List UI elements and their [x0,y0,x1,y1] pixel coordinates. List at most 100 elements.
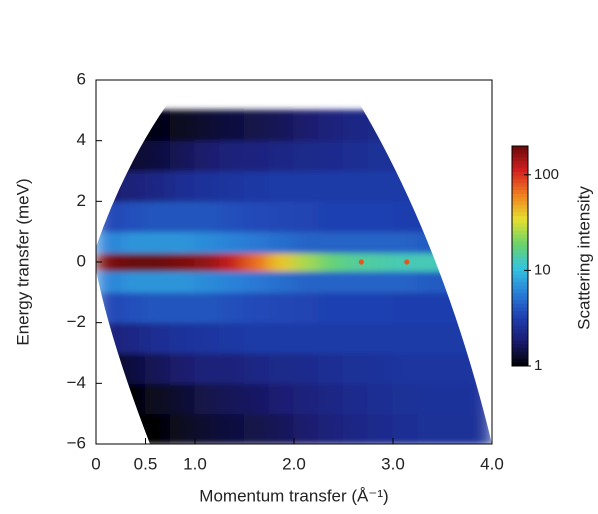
heatmap-cell [120,270,146,293]
colorbar-tick-label: 1 [534,357,542,374]
y-tick-label: 4 [77,130,86,149]
colorbar-tick-label: 100 [534,166,559,183]
heatmap-cell [343,270,369,293]
heatmap-cell [96,140,122,172]
heatmap-cell [417,270,443,293]
heatmap-cell [318,382,344,415]
colorbar-step [512,153,528,158]
heatmap-cell [120,231,146,254]
colorbar-step [512,182,528,187]
heatmap-cell [96,200,122,233]
peak [358,259,364,265]
colorbar-step [512,303,528,308]
heatmap-cell [417,200,443,233]
colorbar-step [512,288,528,293]
heatmap-cell [367,252,394,272]
heatmap-cell [120,352,146,384]
heatmap-cell [343,200,369,233]
heatmap-cell [96,170,122,202]
heatmap-cell [392,413,419,444]
heatmap-cell [318,352,344,384]
heatmap-cell [343,413,369,444]
colorbar-step [512,325,528,330]
heatmap-cell [392,170,419,202]
colorbar-step [512,226,528,231]
heatmap-cell [120,200,146,233]
heatmap-cell [268,291,295,324]
heatmap-cell [244,231,270,254]
heatmap-cell [219,170,245,202]
colorbar-step [512,358,528,363]
colorbar-step [512,299,528,304]
heatmap-cell [244,200,270,233]
heatmap-cell [392,291,419,324]
heatmap-cell [293,231,320,254]
colorbar-step [512,252,528,257]
heatmap-cell [219,200,245,233]
colorbar-step [512,200,528,205]
colorbar-step [512,266,528,271]
colorbar-step [512,270,528,275]
heatmap-cell [219,322,245,354]
heatmap-cell [442,382,468,415]
heatmap-cell [417,291,443,324]
heatmap-cell [244,352,270,384]
colorbar-step [512,351,528,356]
heatmap-cell [145,382,171,415]
heatmap-cell [466,291,492,324]
colorbar-step [512,241,528,246]
heatmap-cell [466,382,492,415]
heatmap-cell [145,270,171,293]
heatmap-cell [367,291,394,324]
heatmap-cell [417,352,443,384]
colorbar-step [512,307,528,312]
colorbar-label: Scattering intensity [574,186,593,330]
heatmap-cell [367,109,394,142]
colorbar-step [512,156,528,161]
colorbar-step [512,332,528,337]
heatmap-cell [293,170,320,202]
heatmap-cell [120,170,146,202]
heatmap-cell [194,291,221,324]
heatmap-cell [442,200,468,233]
colorbar-step [512,343,528,348]
heatmap-cell [145,200,171,233]
heatmap-cell [219,252,245,272]
colorbar-step [512,259,528,264]
heatmap-cell [145,291,171,324]
colorbar-step [512,314,528,319]
heatmap-cell [96,322,122,354]
heatmap-cell [96,291,122,324]
heatmap-cell [194,231,221,254]
heatmap-cell [417,231,443,254]
heatmap-cell [194,382,221,415]
heatmap-cell [367,200,394,233]
heatmap-cell [392,352,419,384]
heatmap-cell [318,109,344,142]
heatmap-cell [169,322,196,354]
y-tick-label: 2 [77,191,86,210]
colorbar-step [512,171,528,176]
heatmap-cell [367,352,394,384]
heatmap-cell [343,109,369,142]
heatmap-cell [343,382,369,415]
heatmap-cell [442,170,468,202]
colorbar: 1 10 100 [511,145,559,374]
heatmap-cell [96,270,122,293]
heatmap-cell [145,322,171,354]
heatmap-cell [318,200,344,233]
heatmap-cell [367,322,394,354]
colorbar-step [512,189,528,194]
colorbar-step [512,277,528,282]
heatmap-cell [466,270,492,293]
colorbar-step [512,340,528,345]
heatmap-cell [219,413,245,444]
colorbar-step [512,178,528,183]
heatmap-cell [417,382,443,415]
heatmap-cell [120,382,146,415]
colorbar-step [512,233,528,238]
heatmap [96,109,492,444]
heatmap-cell [318,170,344,202]
heatmap-cell [145,252,171,272]
heatmap-cell [244,270,270,293]
